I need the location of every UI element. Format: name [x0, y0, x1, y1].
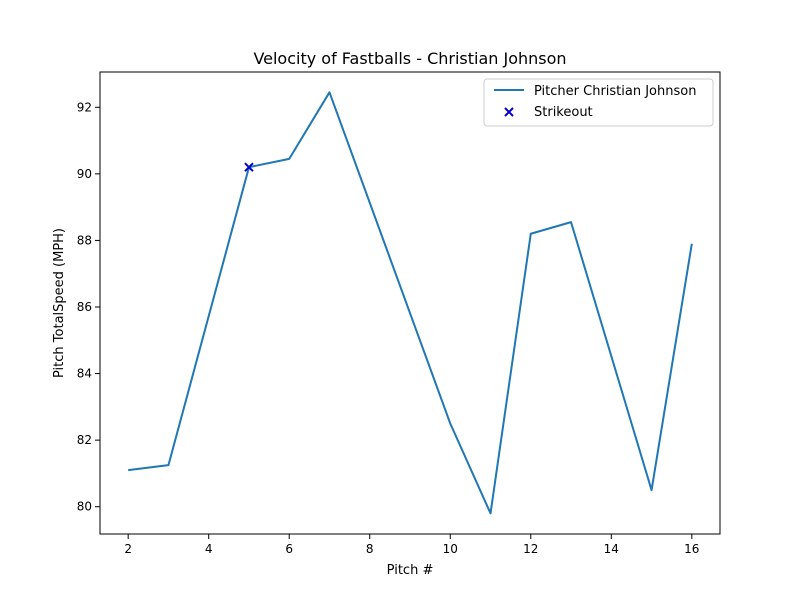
y-axis: 80 82 84 86 88 90 92 [77, 100, 100, 514]
legend-entry-strikeout: Strikeout [534, 105, 593, 120]
legend: Pitcher Christian Johnson Strikeout [483, 78, 714, 127]
x-tick-label: 2 [124, 542, 132, 556]
legend-entry-pitcher: Pitcher Christian Johnson [534, 84, 696, 99]
y-tick-label: 92 [77, 100, 92, 114]
y-tick-label: 80 [77, 500, 92, 514]
plot-area [128, 91, 693, 515]
legend-box [483, 78, 714, 127]
axes-frame [99, 71, 721, 535]
y-tick-label: 84 [77, 367, 92, 381]
x-tick-label: 6 [285, 542, 293, 556]
x-tick-label: 14 [604, 542, 619, 556]
y-tick-label: 86 [77, 300, 92, 314]
x-tick-label: 8 [366, 542, 374, 556]
x-axis: 2 4 6 8 10 12 14 16 [124, 534, 699, 556]
y-tick-label: 90 [77, 167, 92, 181]
legend-x-marker [504, 107, 514, 117]
x-tick-label: 10 [443, 542, 458, 556]
x-tick-label: 4 [205, 542, 213, 556]
chart-title: Velocity of Fastballs - Christian Johnso… [253, 49, 566, 68]
series-line-pitcher [128, 91, 693, 515]
x-tick-label: 12 [523, 542, 538, 556]
strikeout-marker [244, 162, 254, 172]
y-axis-label: Pitch TotalSpeed (MPH) [52, 228, 67, 378]
x-axis-label: Pitch # [387, 563, 434, 578]
y-tick-label: 88 [77, 233, 92, 247]
y-tick-label: 82 [77, 433, 92, 447]
x-tick-label: 16 [684, 542, 699, 556]
